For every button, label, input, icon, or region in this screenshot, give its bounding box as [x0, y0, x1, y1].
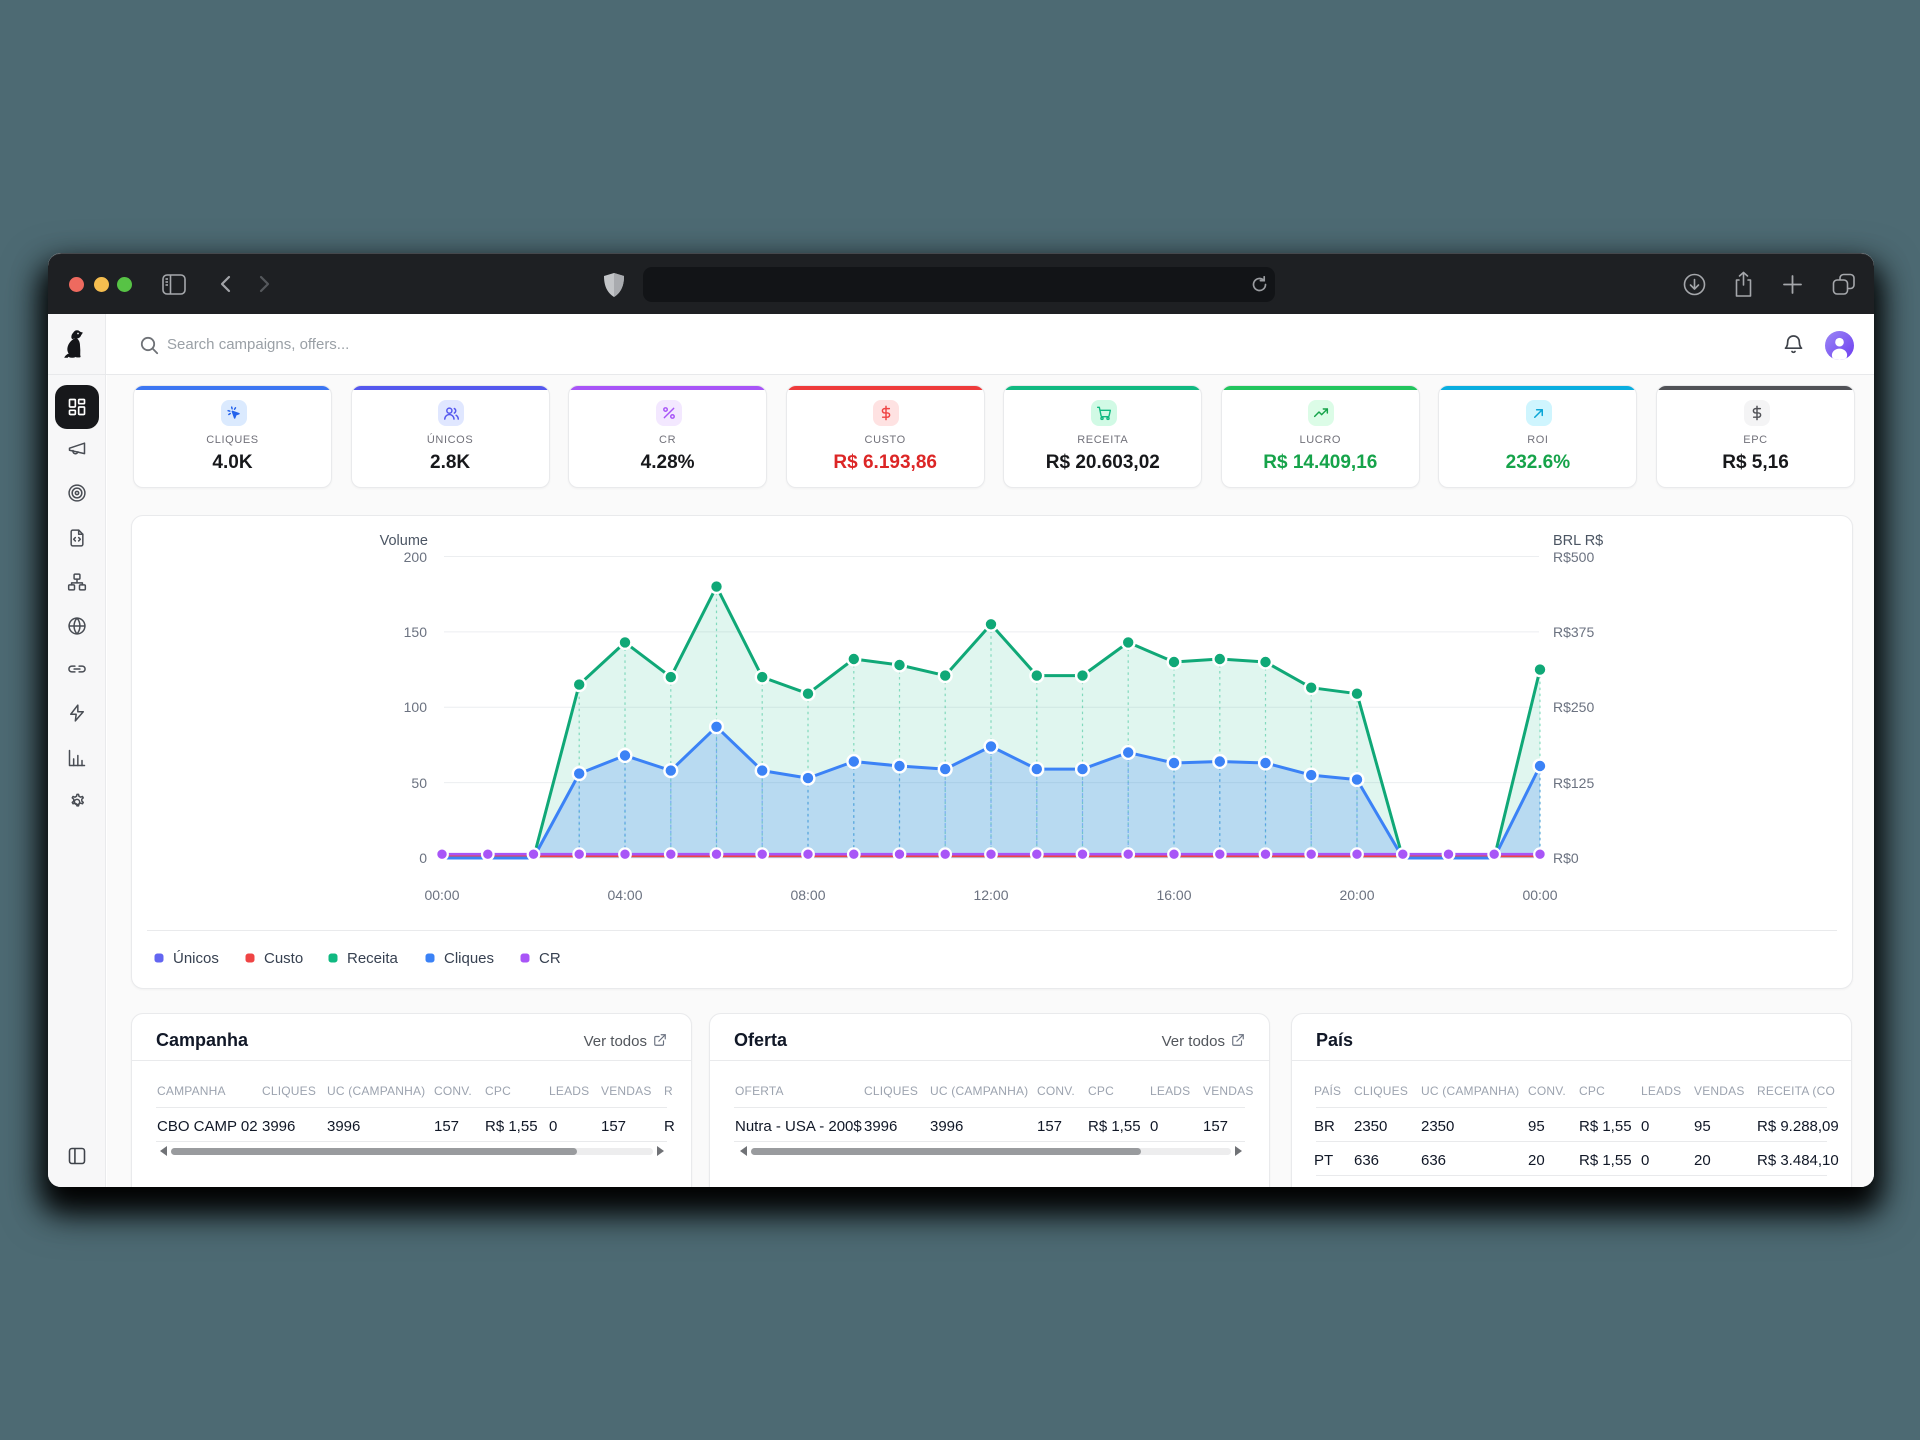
- svg-text:Volume: Volume: [380, 533, 428, 549]
- svg-text:Únicos: Únicos: [173, 950, 219, 967]
- svg-text:Custo: Custo: [264, 950, 303, 967]
- svg-text:Receita: Receita: [347, 950, 399, 967]
- svg-text:04:00: 04:00: [607, 887, 642, 903]
- svg-text:00:00: 00:00: [1522, 887, 1557, 903]
- svg-text:R$500: R$500: [1553, 549, 1594, 565]
- svg-text:Cliques: Cliques: [444, 950, 494, 967]
- svg-text:R$375: R$375: [1553, 624, 1594, 640]
- svg-text:R$0: R$0: [1553, 850, 1579, 866]
- svg-text:100: 100: [404, 699, 428, 715]
- svg-text:12:00: 12:00: [973, 887, 1008, 903]
- svg-text:BRL R$: BRL R$: [1553, 533, 1603, 549]
- svg-text:200: 200: [404, 549, 428, 565]
- svg-text:CR: CR: [539, 950, 561, 967]
- svg-text:50: 50: [411, 775, 427, 791]
- svg-text:0: 0: [419, 850, 427, 866]
- svg-text:R$125: R$125: [1553, 775, 1594, 791]
- svg-text:20:00: 20:00: [1339, 887, 1374, 903]
- svg-text:R$250: R$250: [1553, 699, 1594, 715]
- svg-text:00:00: 00:00: [424, 887, 459, 903]
- svg-text:08:00: 08:00: [790, 887, 825, 903]
- svg-text:16:00: 16:00: [1156, 887, 1191, 903]
- svg-text:150: 150: [404, 624, 428, 640]
